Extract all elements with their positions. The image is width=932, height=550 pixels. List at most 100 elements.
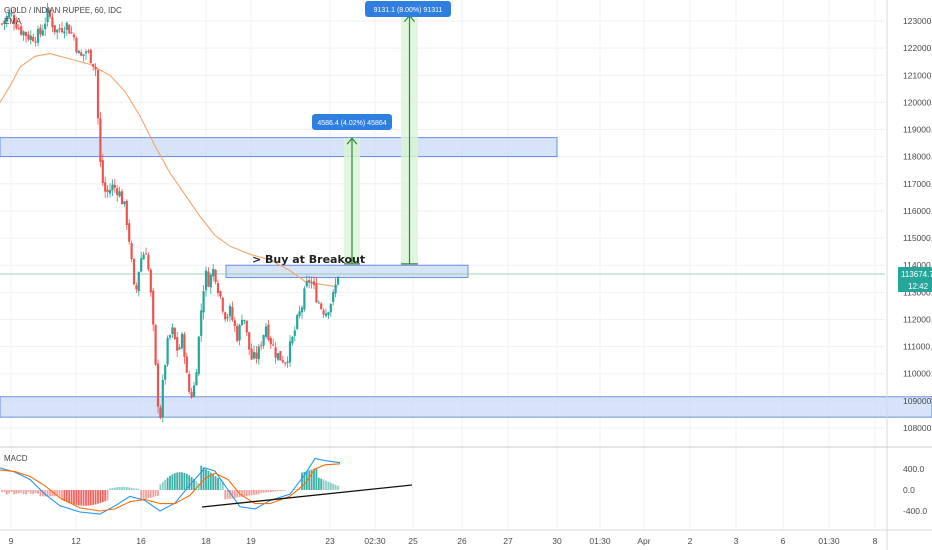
price-tick-label: 118000.0 [903, 152, 932, 162]
candle-body [305, 280, 308, 287]
macd-histogram-bar [253, 490, 255, 495]
candle-body [188, 374, 191, 392]
candle-body [94, 66, 97, 70]
time-tick-label: 8 [873, 536, 878, 546]
candle-body [332, 292, 335, 303]
candle-body [231, 307, 234, 320]
macd-histogram-bar [68, 490, 71, 503]
price-tick-label: 116000.0 [903, 206, 932, 216]
targets [344, 14, 418, 265]
macd-histogram-bar [13, 490, 15, 495]
macd-histogram-bar [154, 490, 157, 497]
candle-body [315, 283, 318, 303]
candle-body [164, 365, 167, 380]
candle-body [135, 285, 138, 290]
candle-body [327, 312, 330, 315]
macd-histogram-bar [169, 475, 171, 490]
macd-histogram-bar [219, 479, 222, 490]
macd-histogram-bar [262, 490, 265, 493]
symbol-line: GOLD / INDIAN RUPEE, 60, IDC [4, 6, 122, 15]
macd-histogram-bar [113, 487, 116, 490]
macd-histogram-bar [313, 468, 315, 490]
target-arrow-head [346, 137, 358, 145]
target1-label-box [312, 114, 392, 130]
candle-body [96, 69, 100, 119]
macd-histogram-bar [20, 490, 23, 493]
macd-histogram-bar [164, 479, 167, 490]
macd-histogram-bar [214, 476, 217, 490]
price-tick-label: 123000.0 [903, 16, 932, 26]
candle-body [317, 302, 320, 304]
candle-body [226, 317, 229, 319]
macd-histogram-bar [195, 481, 198, 490]
macd-histogram-bar [130, 487, 133, 490]
macd-histogram-bar [137, 488, 140, 490]
candle-body [8, 11, 11, 18]
candle-body [207, 271, 210, 287]
price-tick-label: 111000.0 [903, 342, 932, 352]
macd-tick-label: 400.0 [903, 464, 925, 474]
candle-body [312, 281, 316, 286]
price-tick-label: 119000.0 [903, 125, 932, 135]
macd-histogram-bar [97, 490, 99, 504]
macd-histogram-bar [209, 472, 212, 490]
study-line: EMA [4, 17, 22, 26]
macd-histogram-bar [200, 465, 203, 490]
macd-histogram-bar [236, 490, 239, 498]
macd-histogram-bar [231, 490, 234, 499]
candle-body [36, 28, 40, 43]
candle-body [140, 258, 143, 272]
price-tick-label: 122000.0 [903, 43, 932, 53]
macd-histogram-bar [65, 490, 68, 503]
candle-body [104, 182, 107, 192]
candle-body [190, 391, 193, 398]
price-tick-label: 113000.0 [903, 287, 932, 297]
macd-histogram-bar [178, 472, 181, 490]
candle-body [322, 310, 325, 315]
macd-histogram-bar [44, 490, 47, 497]
macd-histogram-bar [58, 490, 61, 497]
candle-body [154, 324, 157, 365]
candle-body [276, 353, 280, 360]
macd-histogram-bar [118, 486, 121, 490]
macd-histogram-bar [56, 490, 59, 497]
macd-histogram-bar [39, 490, 42, 497]
macd-histogram-bar [92, 490, 95, 505]
candle-body [233, 320, 236, 327]
macd-histogram-bar [116, 487, 119, 490]
macd-histogram-bar [1, 490, 3, 492]
candle-body [192, 385, 196, 397]
macd-histogram-bar [250, 490, 253, 496]
macd-histogram-bar [101, 490, 104, 503]
candle-body [120, 191, 124, 205]
macd-histogram-bar [260, 490, 263, 494]
macd-histogram-bar [166, 477, 169, 490]
macd-histogram-bar [5, 490, 8, 495]
time-tick-label: 25 [408, 536, 418, 546]
candle-body [60, 28, 64, 33]
candle-body [123, 201, 126, 205]
support-resistance-zone [0, 396, 932, 418]
time-tick-label: 19 [246, 536, 256, 546]
macd-histogram-bar [125, 487, 128, 490]
candle-body [34, 41, 37, 43]
candle-body [82, 54, 85, 57]
candle-body [113, 184, 116, 188]
macd-histogram-bar [80, 490, 83, 506]
price-tick-label: 114000.0 [903, 260, 932, 270]
macd-histogram-bar [99, 490, 102, 504]
macd-histogram-bar [106, 490, 109, 501]
candle-body [111, 184, 114, 191]
macd-histogram-bar [274, 490, 277, 492]
candle-body [29, 35, 32, 40]
price-tick-label: 121000.0 [903, 70, 932, 80]
macd-histogram-bar [317, 477, 320, 490]
time-tick-label: 01:30 [818, 536, 840, 546]
macd-histogram-bar [63, 490, 66, 502]
candle-body [39, 27, 42, 35]
macd-histogram-bar [3, 490, 6, 492]
price-tick-label: 120000.0 [903, 97, 932, 107]
macd-histogram-bar [183, 472, 186, 490]
candle-body [84, 51, 88, 54]
